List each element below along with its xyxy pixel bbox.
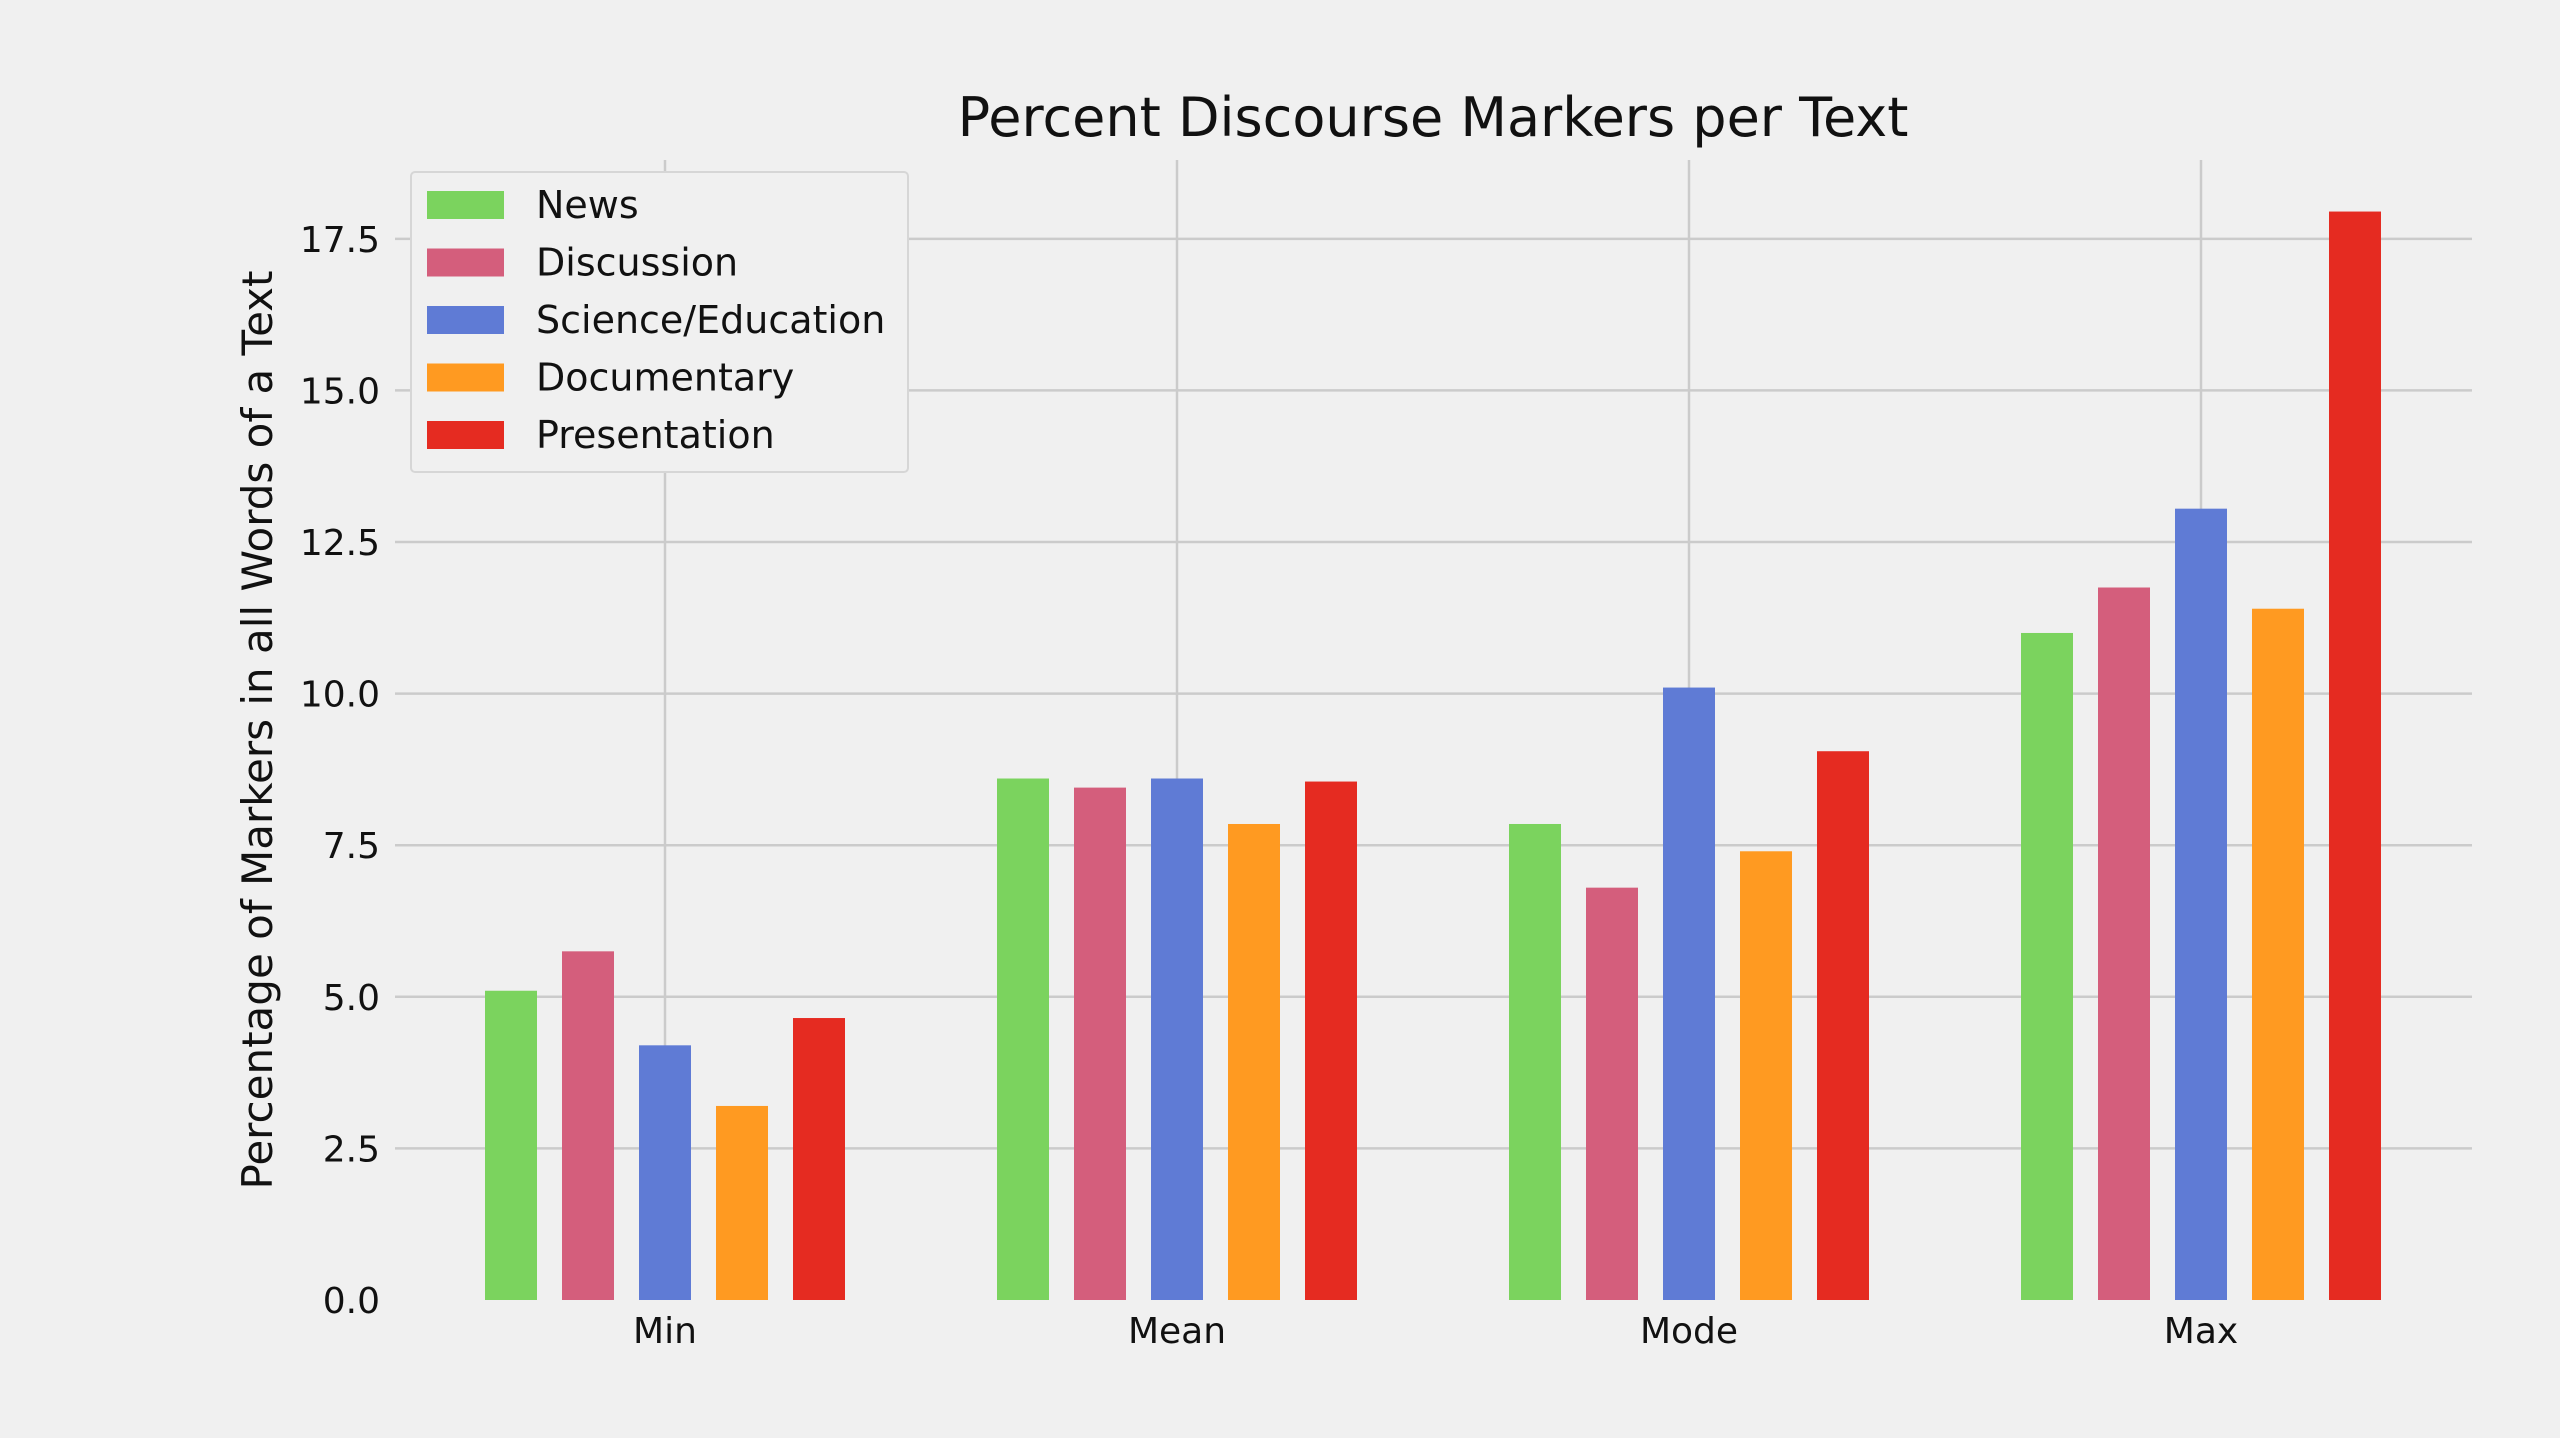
- bars: [485, 211, 2381, 1300]
- x-tick-labels: Min Mean Mode Max: [633, 1311, 2238, 1352]
- bar: [1817, 751, 1869, 1300]
- bar: [2175, 508, 2227, 1300]
- bar: [1663, 687, 1715, 1300]
- bar: [793, 1018, 845, 1300]
- y-tick-labels: 0.0 2.5 5.0 7.5 10.0 12.5 15.0 17.5: [300, 220, 380, 1322]
- y-tick-label: 7.5: [323, 826, 380, 867]
- legend-label: Presentation: [536, 413, 775, 457]
- y-tick-label: 12.5: [300, 523, 380, 564]
- x-tick-label: Min: [633, 1311, 697, 1352]
- chart-title: Percent Discourse Markers per Text: [958, 86, 1909, 149]
- bar: [2021, 632, 2073, 1300]
- legend-swatch: [427, 191, 504, 219]
- bar: [1740, 851, 1792, 1300]
- legend-swatch: [427, 248, 504, 277]
- bar: [1305, 781, 1357, 1300]
- legend-label: Science/Education: [536, 298, 885, 342]
- y-tick-label: 5.0: [323, 978, 380, 1019]
- y-tick-label: 2.5: [323, 1129, 380, 1170]
- legend-label: Documentary: [536, 356, 794, 400]
- legend-swatch: [427, 306, 504, 334]
- legend-box: [410, 171, 909, 473]
- y-tick-label: 0.0: [323, 1281, 380, 1322]
- legend-label: Discussion: [536, 241, 738, 285]
- bar: [1151, 778, 1203, 1300]
- bar: [562, 951, 614, 1300]
- bar: [1228, 823, 1280, 1300]
- legend-swatch: [427, 421, 504, 449]
- bar: [716, 1105, 768, 1300]
- y-tick-label: 15.0: [300, 371, 380, 412]
- y-tick-label: 10.0: [300, 675, 380, 716]
- x-tick-label: Max: [2164, 1311, 2238, 1352]
- bar: [2252, 608, 2304, 1300]
- bar: [2329, 211, 2381, 1300]
- bar: [2098, 587, 2150, 1300]
- y-axis-label: Percentage of Markers in all Words of a …: [233, 271, 282, 1190]
- y-tick-label: 17.5: [300, 220, 380, 261]
- bar: [997, 778, 1049, 1300]
- bar: [639, 1045, 691, 1300]
- legend: News Discussion Science/Education Documenta…: [410, 171, 909, 473]
- legend-swatch: [427, 363, 504, 392]
- bar: [1509, 823, 1561, 1300]
- bar: [1586, 887, 1638, 1300]
- x-tick-label: Mean: [1128, 1311, 1226, 1352]
- x-tick-label: Mode: [1640, 1311, 1738, 1352]
- legend-label: News: [536, 183, 639, 227]
- bar: [1074, 787, 1126, 1300]
- bar: [485, 990, 537, 1300]
